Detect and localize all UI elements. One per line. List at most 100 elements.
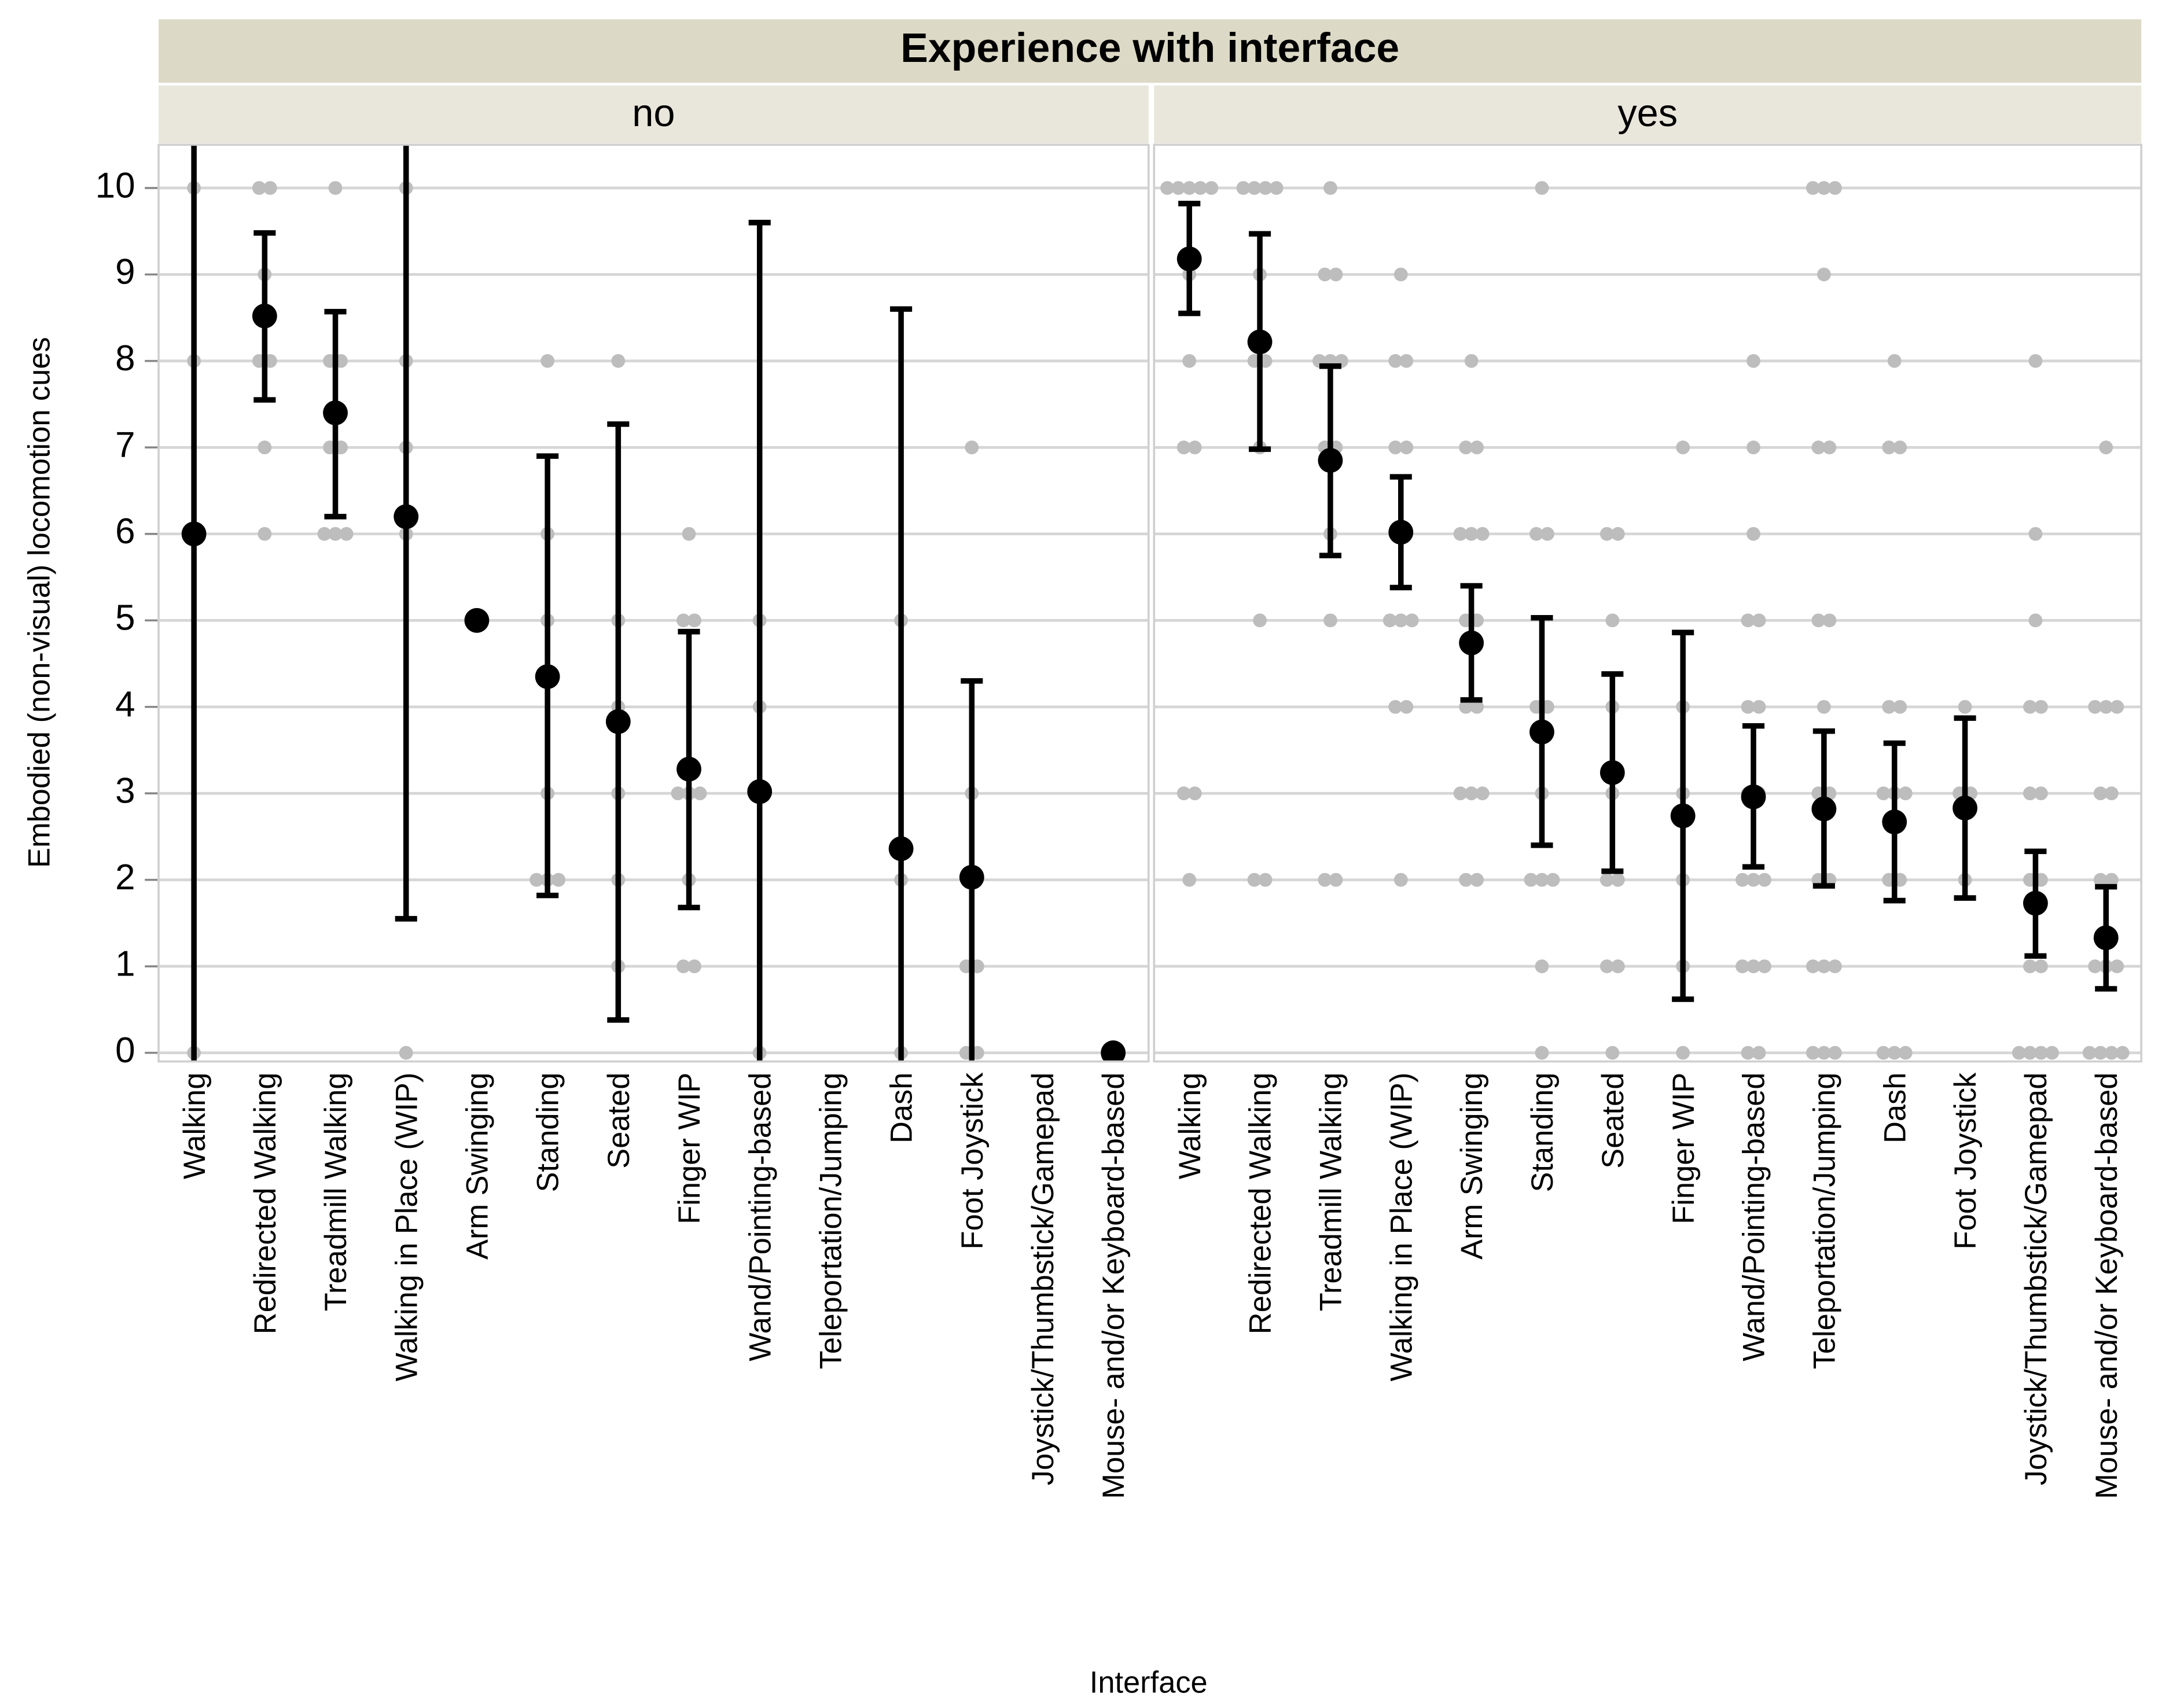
data-point — [1393, 267, 1408, 282]
data-point — [1382, 613, 1397, 628]
data-point — [2093, 873, 2108, 887]
mean-marker — [1529, 719, 1554, 745]
mean-marker — [323, 400, 348, 425]
data-point — [1822, 613, 1837, 628]
data-point — [1160, 181, 1174, 195]
mean-marker — [394, 504, 419, 529]
data-point — [1393, 613, 1408, 628]
x-tick-label: Treadmill Walking — [1315, 1073, 1348, 1312]
data-point — [1524, 873, 1538, 887]
data-point — [1752, 613, 1766, 628]
data-point — [1535, 1046, 1549, 1060]
data-point — [1388, 440, 1403, 455]
data-point — [1540, 527, 1554, 541]
x-tick-label: Teleportation/Jumping — [1808, 1073, 1841, 1370]
data-point — [1529, 527, 1543, 541]
data-point — [1475, 786, 1490, 801]
mean-marker — [2093, 925, 2119, 951]
data-point — [2093, 786, 2108, 801]
data-point — [2099, 440, 2113, 455]
mean-marker — [1388, 520, 1414, 545]
panel-title: yes — [1617, 92, 1678, 135]
panel-frame — [157, 143, 1150, 1063]
mean-marker — [2023, 890, 2048, 916]
data-point — [2034, 786, 2048, 801]
data-point — [1600, 873, 1614, 887]
data-point — [1757, 873, 1771, 887]
y-tick-label: 9 — [115, 252, 135, 292]
y-tick-label: 0 — [115, 1030, 135, 1070]
data-point — [263, 181, 277, 195]
data-point — [258, 527, 272, 541]
data-point — [1453, 527, 1468, 541]
plot-area — [159, 145, 2142, 1062]
x-tick-label: Dash — [885, 1073, 919, 1143]
data-point — [1329, 873, 1343, 887]
data-point — [1399, 440, 1414, 455]
data-point — [2045, 1046, 2059, 1060]
data-point — [1258, 181, 1273, 195]
data-point — [1736, 959, 1749, 974]
y-tick-label: 10 — [95, 165, 135, 205]
mean-marker — [252, 303, 277, 329]
mean-marker — [1953, 796, 1978, 821]
mean-marker — [1176, 246, 1202, 271]
data-point — [1182, 873, 1197, 887]
mean-marker — [1670, 803, 1696, 829]
data-point — [1253, 613, 1267, 628]
x-tick-label: Teleportation/Jumping — [814, 1073, 848, 1370]
data-point — [1757, 959, 1771, 974]
data-point — [1182, 181, 1197, 195]
data-point — [1876, 1046, 1891, 1060]
title-strip — [159, 19, 2142, 83]
x-tick-label: Walking in Place (WIP) — [1385, 1073, 1418, 1382]
data-point — [687, 959, 701, 974]
data-point — [2028, 354, 2043, 368]
data-point — [1535, 873, 1549, 887]
data-point — [1882, 440, 1896, 455]
data-point — [1811, 440, 1826, 455]
y-tick-label: 5 — [115, 598, 135, 638]
data-point — [1475, 527, 1490, 541]
x-tick-label: Dash — [1878, 1073, 1912, 1143]
y-tick-label: 8 — [115, 338, 135, 378]
mean-marker — [676, 756, 701, 782]
x-tick-label: Walking in Place (WIP) — [390, 1073, 424, 1382]
data-point — [317, 527, 332, 541]
data-point — [1323, 181, 1337, 195]
mean-marker — [1882, 809, 1907, 834]
data-point — [1459, 700, 1473, 714]
data-point — [1187, 786, 1202, 801]
data-point — [1811, 613, 1826, 628]
panel-strip — [1154, 85, 2142, 143]
data-point — [1611, 873, 1625, 887]
x-tick-label: Standing — [1526, 1073, 1560, 1192]
data-point — [1741, 700, 1755, 714]
data-point — [1459, 873, 1473, 887]
data-point — [1741, 613, 1755, 628]
data-point — [1611, 959, 1625, 974]
data-point — [2023, 786, 2037, 801]
data-point — [1329, 267, 1343, 282]
mean-marker — [181, 521, 207, 547]
x-tick-label: Joystick/Thumbstick/Gamepad — [1027, 1073, 1060, 1486]
data-point — [1600, 527, 1614, 541]
data-point — [676, 959, 690, 974]
y-tick-label: 3 — [115, 771, 135, 811]
data-point — [1746, 440, 1760, 455]
x-tick-label: Foot Joystick — [1949, 1072, 1983, 1250]
data-point — [1817, 959, 1831, 974]
data-point — [1893, 700, 1907, 714]
data-point — [2034, 1046, 2048, 1060]
data-point — [1752, 700, 1766, 714]
data-point — [1817, 1046, 1831, 1060]
data-point — [1822, 440, 1837, 455]
data-point — [682, 527, 696, 541]
data-point — [551, 873, 566, 887]
data-point — [1470, 700, 1484, 714]
data-point — [1736, 873, 1749, 887]
panel-frame — [1153, 143, 2142, 1063]
data-point — [258, 440, 272, 455]
x-tick-label: Seated — [1597, 1073, 1630, 1169]
